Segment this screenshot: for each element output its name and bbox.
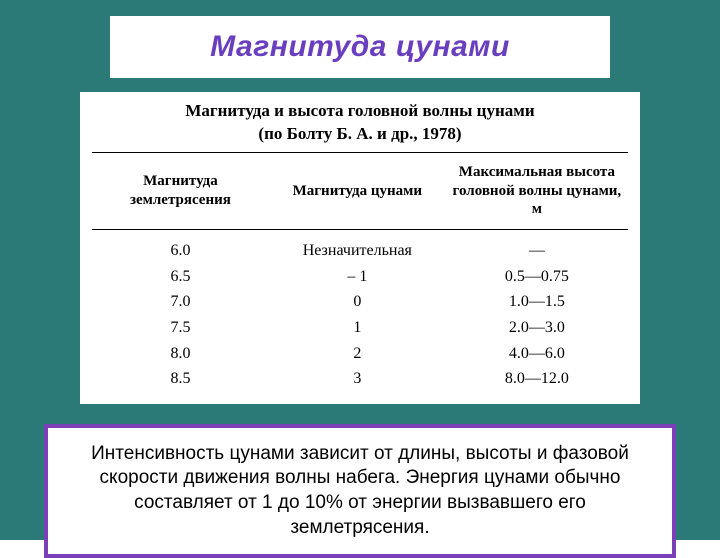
col-header-2: Максимальная высота головной волны цунам… <box>446 152 628 229</box>
table-cell: 8.0 <box>92 341 269 367</box>
table-cell: 3 <box>269 366 446 392</box>
table-caption: Магнитуда и высота головной волны цунами… <box>92 100 628 152</box>
page-title: Магнитуда цунами <box>210 30 510 63</box>
table-cell: 8.0—12.0 <box>446 366 628 392</box>
table-cell: 4.0—6.0 <box>446 341 628 367</box>
table-cell: 1 <box>269 315 446 341</box>
table-row: 7.001.0—1.5 <box>92 289 628 315</box>
table-cell: Незначительная <box>269 230 446 264</box>
table-cell: 6.0 <box>92 230 269 264</box>
table-row: 6.0Незначительная— <box>92 230 628 264</box>
table-cell: – 1 <box>269 264 446 290</box>
table-cell: 0 <box>269 289 446 315</box>
table-body: 6.0Незначительная—6.5– 10.5—0.757.001.0—… <box>92 230 628 392</box>
table-row: 6.5– 10.5—0.75 <box>92 264 628 290</box>
table-caption-line2: (по Болту Б. А. и др., 1978) <box>258 124 461 143</box>
table-cell: 2.0—3.0 <box>446 315 628 341</box>
table-cell: 6.5 <box>92 264 269 290</box>
table-container: Магнитуда и высота головной волны цунами… <box>80 92 640 404</box>
table-header-row: Магнитуда землетрясения Магнитуда цунами… <box>92 152 628 229</box>
description-box: Интенсивность цунами зависит от длины, в… <box>44 424 676 558</box>
slide-page: Магнитуда цунами Магнитуда и высота голо… <box>0 0 720 540</box>
title-box: Магнитуда цунами <box>110 16 610 78</box>
table-cell: 7.5 <box>92 315 269 341</box>
table-cell: 2 <box>269 341 446 367</box>
description-text: Интенсивность цунами зависит от длины, в… <box>91 443 629 538</box>
table-row: 7.512.0—3.0 <box>92 315 628 341</box>
table-row: 8.538.0—12.0 <box>92 366 628 392</box>
tsunami-magnitude-table: Магнитуда землетрясения Магнитуда цунами… <box>92 152 628 392</box>
table-cell: 8.5 <box>92 366 269 392</box>
table-cell: 7.0 <box>92 289 269 315</box>
col-header-1: Магнитуда цунами <box>269 152 446 229</box>
table-row: 8.024.0—6.0 <box>92 341 628 367</box>
table-cell: 0.5—0.75 <box>446 264 628 290</box>
col-header-0: Магнитуда землетрясения <box>92 152 269 229</box>
table-cell: 1.0—1.5 <box>446 289 628 315</box>
table-caption-line1: Магнитуда и высота головной волны цунами <box>185 101 534 120</box>
table-cell: — <box>446 230 628 264</box>
